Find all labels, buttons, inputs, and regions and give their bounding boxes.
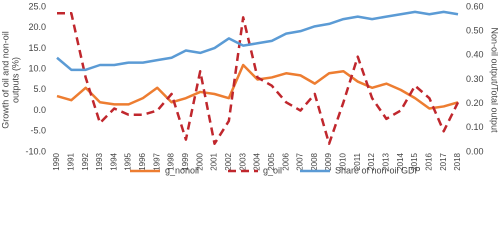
y-tick-label: 25.0 [28,1,46,11]
y2-tick-label: 0.00 [466,146,484,156]
x-tick-label: 2001 [210,152,219,170]
legend-label: g_oil [263,165,282,175]
y-tick-label: 20.0 [28,22,46,32]
series-line [57,11,460,145]
y-tick-label: -5.0 [30,126,46,136]
x-tick-label: 2008 [310,152,319,170]
series-line [56,63,459,110]
y-tick-label: 5.0 [33,84,46,94]
x-tick-label: 1992 [81,152,90,170]
x-tick-label: 2002 [224,152,233,170]
x-tick-label: 2007 [296,152,305,170]
y-tick-label: 10.0 [28,64,46,74]
x-tick-label: 2012 [367,152,376,170]
y-tick-label: -10.0 [25,146,46,156]
x-tick-label: 2009 [324,152,333,170]
x-tick-label: 2006 [281,152,290,170]
y2-tick-label: 0.50 [466,26,484,36]
y-tick-label: 0.0 [33,105,46,115]
x-tick-label: 2003 [238,152,247,170]
y2-tick-label: 0.10 [466,122,484,132]
x-tick-label: 2017 [439,152,448,170]
legend-label: Share of non-oil GDP [335,165,421,175]
x-tick-label: 2004 [253,152,262,170]
y-axis-title: outputs (%) [10,57,20,103]
x-tick-label: 2000 [195,152,204,170]
x-tick-label: 1995 [124,152,133,170]
x-tick-label: 1999 [181,152,190,170]
x-tick-label: 1998 [167,152,176,170]
x-tick-label: 1990 [52,152,61,170]
y2-tick-label: 0.60 [466,1,484,11]
x-tick-label: 2005 [267,152,276,170]
x-tick-label: 2015 [410,152,419,170]
x-tick-label: 2013 [382,152,391,170]
x-tick-label: 1997 [152,152,161,170]
x-tick-label: 2014 [396,152,405,170]
chart: Growth of oil and non-oil outputs (%) No… [0,1,500,175]
y2-tick-label: 0.40 [466,50,484,60]
x-tick-label: 2011 [353,152,362,170]
x-tick-label: 2018 [453,152,462,170]
x-tick-label: 1996 [138,152,147,170]
x-tick-label: 1991 [66,152,75,170]
x-tick-label: 1993 [95,152,104,170]
y-tick-label: 15.0 [28,43,46,53]
x-tick-label: 1994 [109,152,118,170]
y2-tick-label: 0.30 [466,74,484,84]
legend-label: g_nonoil [165,165,199,175]
y2-axis-title: Non-oil output/Total output [490,27,500,133]
y-axis-title: Growth of oil and non-oil [0,31,10,129]
x-tick-label: 2010 [339,152,348,170]
series-line [56,10,459,72]
y2-tick-label: 0.20 [466,98,484,108]
x-tick-label: 2016 [424,152,433,170]
